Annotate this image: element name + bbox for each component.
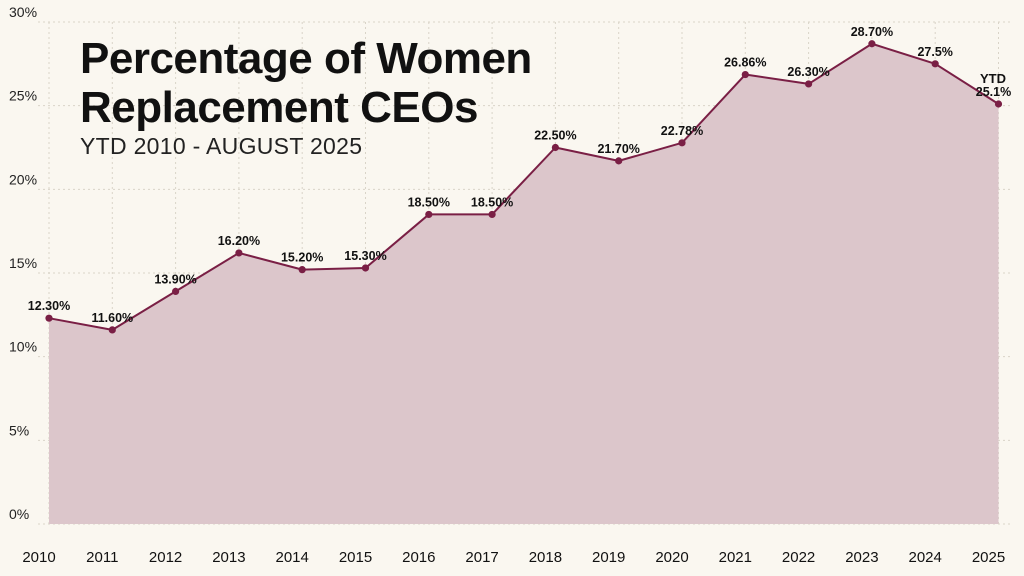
x-tick-label: 2019: [592, 549, 625, 566]
data-label: 25.1%: [976, 85, 1011, 99]
x-tick-label: 2015: [339, 549, 372, 566]
y-tick-label: 10%: [9, 339, 37, 355]
data-label: 11.60%: [91, 311, 133, 325]
data-label: 15.30%: [344, 249, 386, 263]
data-point: [994, 100, 1003, 108]
data-point: [235, 249, 243, 257]
data-point: [488, 210, 496, 219]
data-label: 26.86%: [724, 56, 766, 70]
data-point: [172, 287, 180, 296]
data-point: [805, 80, 813, 88]
x-tick-label: 2022: [782, 549, 815, 566]
data-point: [425, 210, 433, 219]
chart-subtitle: YTD 2010 - AUGUST 2025: [80, 133, 363, 159]
data-point: [615, 157, 623, 165]
x-tick-label: 2023: [845, 549, 878, 566]
x-tick-label: 2010: [22, 549, 55, 566]
series-line: [48, 42, 1000, 331]
x-tick-label: 2024: [909, 549, 942, 566]
data-label: 21.70%: [597, 142, 639, 156]
x-tick-label: 2020: [655, 549, 688, 566]
x-tick-label: 2014: [276, 549, 309, 566]
data-point: [868, 40, 876, 48]
x-tick-label: 2017: [465, 549, 498, 566]
data-label: 28.70%: [851, 25, 893, 39]
data-point: [361, 264, 370, 272]
data-point: [108, 326, 116, 334]
x-tick-label: 2025: [972, 549, 1005, 566]
data-label: 13.90%: [154, 272, 196, 286]
data-label: 27.5%: [917, 45, 952, 59]
y-tick-label: 15%: [9, 255, 37, 271]
x-tick-label: 2011: [86, 549, 118, 566]
x-tick-label: 2016: [402, 549, 435, 566]
chart-title-line-1: Percentage of Women: [80, 34, 532, 83]
y-tick-label: 30%: [9, 4, 37, 20]
data-point: [741, 70, 749, 79]
data-label: 18.50%: [408, 195, 450, 209]
data-label: 22.78%: [661, 124, 703, 138]
data-label: 18.50%: [471, 195, 513, 209]
y-tick-label: 20%: [9, 171, 37, 187]
data-label: 22.50%: [534, 129, 576, 143]
data-label: 15.20%: [281, 251, 323, 265]
x-tick-label: 2013: [212, 549, 245, 566]
data-label: 16.20%: [218, 234, 260, 248]
y-tick-label: 25%: [9, 88, 37, 104]
data-label: 12.30%: [28, 299, 70, 313]
data-point: [298, 266, 306, 274]
data-point: [678, 139, 686, 147]
area-fill: [49, 43, 999, 525]
data-point: [45, 314, 53, 322]
y-tick-label: 5%: [9, 422, 29, 438]
x-tick-label: 2021: [719, 549, 752, 566]
ytd-label: YTD: [980, 71, 1006, 86]
data-point: [551, 143, 560, 152]
chart-title: Percentage of Women Replacement CEOs: [80, 34, 640, 132]
data-point: [931, 60, 939, 68]
chart-title-line-2: Replacement CEOs: [80, 83, 478, 132]
x-tick-label: 2012: [149, 549, 182, 566]
data-label: 26.30%: [787, 65, 829, 79]
y-tick-label: 0%: [9, 506, 29, 522]
x-tick-label: 2018: [529, 549, 562, 566]
